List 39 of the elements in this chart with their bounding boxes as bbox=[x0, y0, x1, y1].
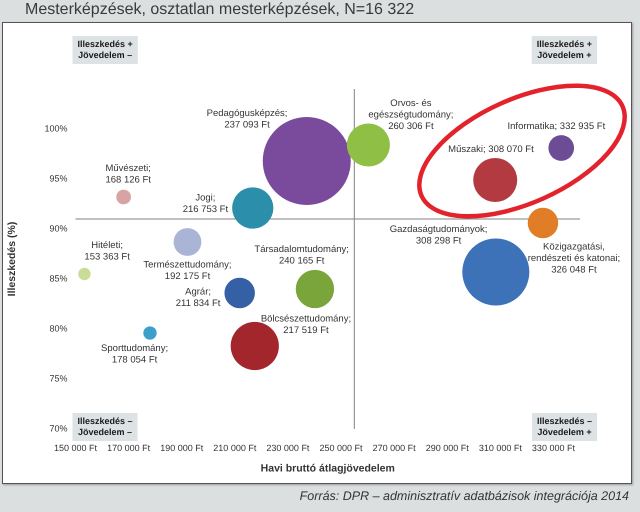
x-tick-label: 290 000 Ft bbox=[426, 442, 470, 453]
y-tick-label: 70% bbox=[49, 423, 68, 434]
x-tick-label: 190 000 Ft bbox=[160, 442, 204, 453]
text: Illeszkedés + Jövedelem – bbox=[77, 38, 133, 60]
annotation: Orvos- és egészségtudomány; 260 306 Ft bbox=[368, 98, 454, 132]
annotation: Pedagógusképzés; 237 093 Ft bbox=[206, 108, 288, 130]
annotation: Hitéleti; 153 363 Ft bbox=[84, 240, 130, 263]
y-tick-label: 85% bbox=[49, 273, 68, 284]
annotation: Gazdaságtudományok; 308 298 Ft bbox=[390, 224, 488, 247]
x-tick-label: 250 000 Ft bbox=[320, 442, 364, 453]
y-tick-label: 80% bbox=[49, 323, 68, 334]
annotation: Illeszkedés – Jövedelem + bbox=[536, 416, 592, 437]
x-tick-label: 170 000 Ft bbox=[107, 442, 151, 453]
text: Illeszkedés + Jövedelem + bbox=[536, 38, 592, 60]
y-tick-label: 95% bbox=[49, 173, 68, 184]
x-tick-label: 210 000 Ft bbox=[213, 442, 257, 453]
x-tick-label: 270 000 Ft bbox=[372, 442, 416, 453]
y-tick-label: 75% bbox=[49, 373, 68, 384]
annotation: Illeszkedés – Jövedelem – bbox=[77, 416, 133, 437]
x-axis-title: Havi bruttó átlagjövedelem bbox=[260, 462, 395, 475]
x-tick-label: 150 000 Ft bbox=[54, 442, 98, 453]
annotation: Sporttudomány; 178 054 Ft bbox=[101, 343, 168, 366]
annotation: Művészeti; 168 126 Ft bbox=[105, 163, 152, 186]
x-tick-label: 310 000 Ft bbox=[478, 442, 522, 453]
annotation: Bölcsészettudomány; 217 519 Ft bbox=[260, 314, 352, 336]
annotation: Társadalomtudomány; 240 165 Ft bbox=[254, 244, 349, 267]
y-tick-label: 90% bbox=[49, 223, 68, 234]
text: Forrás: DPR – adminisztratív adatbázisok integrációja 2014 bbox=[300, 489, 629, 504]
annotation: Műszaki; 308 070 Ft bbox=[448, 144, 534, 155]
x-tick-label: 330 000 Ft bbox=[532, 442, 576, 453]
y-axis-title: Illeszkedés (%) bbox=[6, 222, 18, 296]
x-tick-label: 230 000 Ft bbox=[266, 442, 310, 453]
annotation: Informatika; 332 935 Ft bbox=[508, 121, 606, 132]
annotation: Természettudomány; 192 175 Ft bbox=[143, 259, 232, 282]
annotation: Jogi; 216 753 Ft bbox=[182, 192, 228, 216]
annotation: Agrár; 211 834 Ft bbox=[176, 286, 221, 309]
chart-title: Mesterképzések, osztatlan mesterképzések, N=16 322 bbox=[25, 1, 414, 19]
y-tick-label: 100% bbox=[44, 123, 68, 134]
annotation: Közigazgatási, rendészeti és katonai; 326 048 Ft bbox=[528, 242, 620, 276]
